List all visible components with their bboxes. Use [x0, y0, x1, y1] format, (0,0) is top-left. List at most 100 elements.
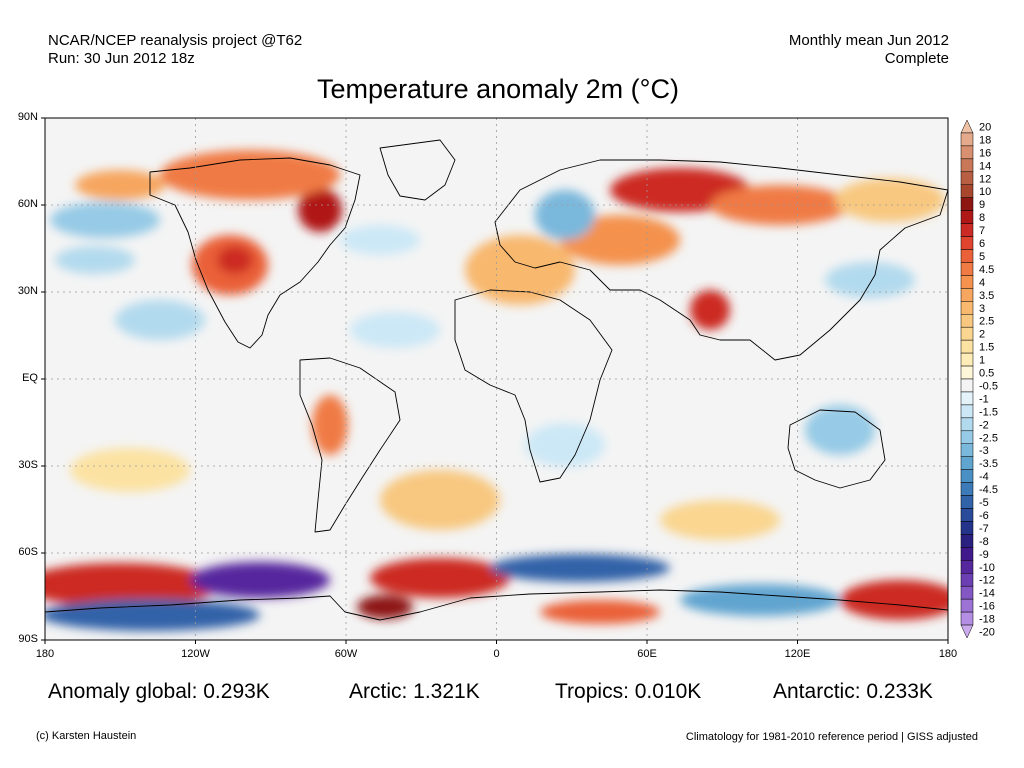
footer-climatology: Climatology for 1981-2010 reference peri…: [685, 731, 978, 743]
colorbar-swatch: [960, 430, 974, 444]
footer-copyright: (c) Karsten Haustein: [36, 730, 137, 742]
colorbar-label: 10: [979, 186, 991, 198]
colorbar-swatch: [960, 573, 974, 587]
colorbar-swatch: [960, 301, 974, 315]
colorbar-swatch: [960, 547, 974, 561]
colorbar-label: -7: [979, 523, 989, 535]
colorbar-label: 16: [979, 147, 991, 159]
colorbar-label: 1.5: [979, 342, 994, 354]
colorbar-swatch: [960, 391, 974, 406]
header-model: NCAR/NCEP reanalysis project @T62: [48, 32, 303, 49]
colorbar-label: 1: [979, 355, 985, 367]
stat-arctic: Arctic: 1.321K: [349, 680, 480, 703]
lon-label: 120E: [784, 648, 811, 660]
coast-australia: [787, 409, 886, 489]
colorbar-label: -18: [979, 614, 995, 626]
lat-label: 60S: [18, 546, 38, 558]
colorbar-swatch: [960, 404, 974, 419]
colorbar-label: 2: [979, 329, 985, 341]
colorbar-label: -9: [979, 549, 989, 561]
colorbar-swatch: [960, 119, 974, 134]
colorbar-swatch: [960, 508, 974, 522]
header-status: Complete: [884, 50, 949, 67]
header-period: Monthly mean Jun 2012: [788, 32, 949, 49]
colorbar-label: 0.5: [979, 368, 994, 380]
axis-ticks: [41, 117, 949, 644]
colorbar-swatch: [960, 469, 974, 483]
colorbar-label: 12: [979, 173, 991, 185]
colorbar-swatch: [960, 585, 974, 600]
colorbar-swatch: [960, 249, 974, 263]
colorbar: 201816141210987654.543.532.521.510.5-0.5…: [960, 119, 998, 639]
colorbar-label: -12: [979, 575, 995, 587]
colorbar-label: -20: [979, 627, 995, 639]
lat-label: 90S: [18, 633, 38, 645]
stat-tropics: Tropics: 0.010K: [555, 680, 702, 703]
coastlines: [45, 139, 948, 621]
colorbar-label: -2.5: [979, 432, 998, 444]
colorbar-swatch: [960, 378, 974, 393]
lon-label: 0: [493, 648, 500, 660]
colorbar-swatch: [960, 326, 974, 341]
colorbar-label: -2: [979, 419, 989, 431]
colorbar-swatch: [960, 288, 974, 302]
lat-label: 30S: [18, 459, 38, 471]
coast-greenland: [379, 139, 456, 201]
colorbar-swatch: [960, 624, 974, 639]
lon-label: 60W: [334, 648, 358, 660]
map-title: Temperature anomaly 2m (°C): [317, 74, 679, 104]
map-panel: [45, 118, 948, 640]
colorbar-label: 20: [979, 121, 991, 133]
colorbar-swatch: [960, 598, 974, 613]
lon-label: 60E: [637, 648, 657, 660]
coast-north-america: [149, 157, 361, 349]
colorbar-label: 18: [979, 134, 991, 146]
anomaly-field: [45, 150, 948, 631]
colorbar-swatch: [960, 197, 974, 211]
colorbar-label: -1: [979, 393, 989, 405]
colorbar-label: 7: [979, 225, 985, 237]
colorbar-label: -3.5: [979, 458, 998, 470]
graticule: [45, 118, 948, 640]
colorbar-swatch: [960, 236, 974, 250]
colorbar-swatch: [960, 456, 974, 470]
colorbar-label: -0.5: [979, 380, 998, 392]
colorbar-label: -1.5: [979, 406, 998, 418]
colorbar-label: -4.5: [979, 484, 998, 496]
colorbar-swatch: [960, 275, 974, 289]
colorbar-label: 4.5: [979, 264, 994, 276]
colorbar-label: -4: [979, 471, 989, 483]
colorbar-swatch: [960, 443, 974, 457]
colorbar-swatch: [960, 495, 974, 509]
colorbar-swatch: [960, 223, 974, 237]
colorbar-swatch: [960, 171, 974, 186]
colorbar-label: -5: [979, 497, 989, 509]
colorbar-swatch: [960, 339, 974, 354]
colorbar-swatch: [960, 534, 974, 548]
coast-eurasia: [494, 159, 948, 361]
coast-africa: [454, 289, 613, 483]
coast-south-america: [299, 357, 401, 533]
colorbar-label: 14: [979, 160, 991, 172]
lat-label: 90N: [17, 111, 38, 123]
lon-label: 120W: [181, 648, 210, 660]
colorbar-swatch: [960, 158, 974, 173]
stat-antarctic: Antarctic: 0.233K: [773, 680, 933, 703]
coast-antarctica: [45, 589, 948, 621]
colorbar-swatch: [960, 482, 974, 496]
colorbar-swatch: [960, 521, 974, 535]
lon-label: 180: [35, 648, 55, 660]
colorbar-swatch: [960, 132, 974, 147]
colorbar-swatch: [960, 417, 974, 432]
stat-global: Anomaly global: 0.293K: [48, 680, 270, 703]
colorbar-swatch: [960, 262, 974, 276]
colorbar-label: -16: [979, 601, 995, 613]
colorbar-label: 6: [979, 238, 985, 250]
lon-label: 180: [938, 648, 958, 660]
colorbar-swatch: [960, 365, 974, 380]
colorbar-swatch: [960, 611, 974, 626]
colorbar-label: 8: [979, 212, 985, 224]
colorbar-swatch: [960, 210, 974, 224]
lat-label: 60N: [17, 198, 38, 210]
